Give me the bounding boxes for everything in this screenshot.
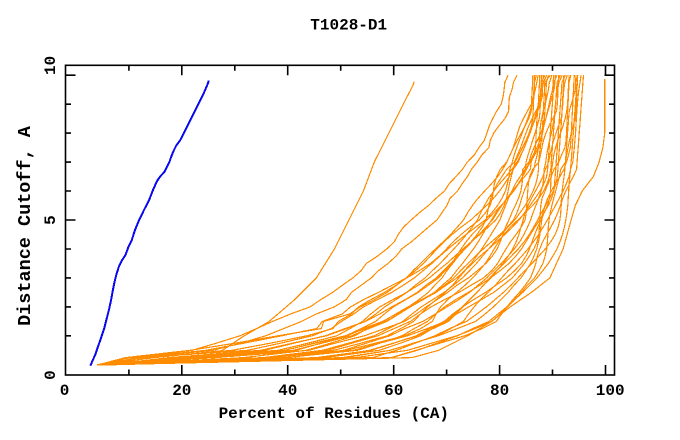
svg-text:20: 20 (172, 382, 191, 400)
svg-text:40: 40 (278, 382, 297, 400)
svg-text:T1028-D1: T1028-D1 (310, 17, 387, 35)
svg-text:Percent of Residues (CA): Percent of Residues (CA) (219, 405, 449, 423)
svg-text:Distance Cutoff, A: Distance Cutoff, A (15, 125, 36, 326)
svg-text:10: 10 (42, 56, 60, 75)
svg-text:80: 80 (490, 382, 509, 400)
svg-text:0: 0 (60, 382, 70, 400)
svg-text:5: 5 (42, 215, 60, 225)
svg-text:60: 60 (384, 382, 403, 400)
svg-text:0: 0 (42, 370, 60, 380)
svg-text:100: 100 (596, 382, 625, 400)
